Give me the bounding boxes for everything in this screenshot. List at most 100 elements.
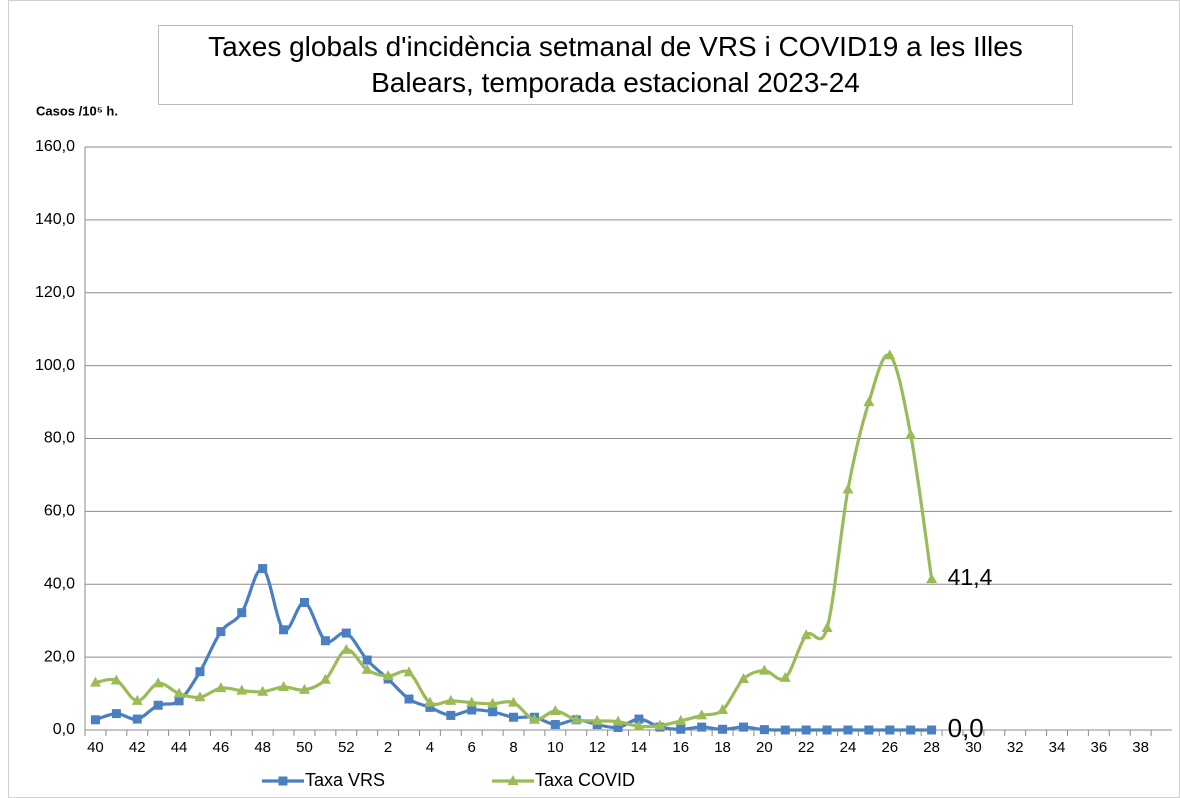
chart-title: Taxes globals d'incidència setmanal de V… [158,25,1073,105]
marker [425,702,435,712]
y-axis-label: Casos /10⁵ h. [36,103,118,118]
x-tick-label: 32 [1007,739,1024,756]
marker [320,636,330,646]
marker [800,629,812,640]
x-tick-label: 16 [672,739,689,756]
marker [570,713,582,724]
marker [759,725,769,735]
y-tick-label: 80,0 [44,430,75,447]
marker [676,724,686,734]
marker [717,703,729,714]
x-tick-label: 42 [129,739,146,756]
x-tick-label: 6 [468,739,476,756]
marker [466,696,478,707]
marker [488,707,498,717]
marker [153,700,163,710]
marker [278,776,288,786]
y-tick-label: 140,0 [35,211,75,228]
x-tick-label: 2 [384,739,392,756]
marker [905,428,917,439]
marker [174,696,184,706]
marker [884,349,896,360]
marker [382,670,394,681]
data-label: 0,0 [948,713,984,743]
marker [863,396,875,407]
legend-label: Taxa VRS [305,770,385,790]
marker [864,725,874,735]
marker [299,597,309,607]
marker [696,709,708,720]
x-tick-label: 44 [171,739,188,756]
y-tick-label: 20,0 [44,648,75,665]
y-tick-label: 60,0 [44,503,75,520]
x-tick-label: 26 [881,739,898,756]
y-tick-label: 120,0 [35,284,75,301]
marker [216,627,226,637]
marker [675,714,687,725]
chart-frame [8,0,1180,798]
x-tick-label: 4 [426,739,434,756]
x-tick-label: 52 [338,739,355,756]
marker [132,714,142,724]
marker [319,673,331,684]
marker [633,720,645,731]
marker [111,709,121,719]
marker [591,714,603,725]
marker [424,696,436,707]
x-tick-label: 46 [213,739,230,756]
marker [404,694,414,704]
series-line [95,353,934,729]
marker [487,697,499,708]
x-tick-label: 30 [965,739,982,756]
marker [341,628,351,638]
x-tick-label: 38 [1132,739,1149,756]
marker [194,691,206,702]
marker [654,719,666,730]
marker [509,712,519,722]
marker [445,694,457,705]
marker [467,705,477,715]
marker [906,725,916,735]
marker [403,666,415,677]
y-tick-label: 0,0 [53,721,75,738]
marker [278,681,290,692]
marker [236,684,248,695]
marker [446,710,456,720]
marker [279,625,289,635]
marker [298,683,310,694]
marker [152,677,164,688]
marker [613,722,623,732]
marker [89,676,101,687]
y-tick-label: 160,0 [35,138,75,155]
marker [821,621,833,632]
marker [110,674,122,685]
marker [801,725,811,735]
marker [780,725,790,735]
x-tick-label: 18 [714,739,731,756]
y-tick-label: 100,0 [35,357,75,374]
marker [634,714,644,724]
y-tick-label: 40,0 [44,575,75,592]
marker [508,696,520,707]
data-label: 41,4 [948,564,993,590]
marker [90,715,100,725]
marker [340,643,352,654]
x-tick-label: 40 [87,739,104,756]
marker [550,720,560,730]
x-tick-label: 22 [798,739,815,756]
x-tick-label: 14 [631,739,648,756]
marker [697,722,707,732]
marker [737,672,749,683]
x-tick-label: 48 [254,739,271,756]
marker [885,725,895,735]
marker [718,724,728,734]
marker [738,722,748,732]
marker [258,564,268,574]
marker [926,573,938,584]
x-tick-label: 8 [509,739,517,756]
x-tick-label: 34 [1049,739,1066,756]
marker [507,775,519,785]
x-tick-label: 12 [589,739,606,756]
